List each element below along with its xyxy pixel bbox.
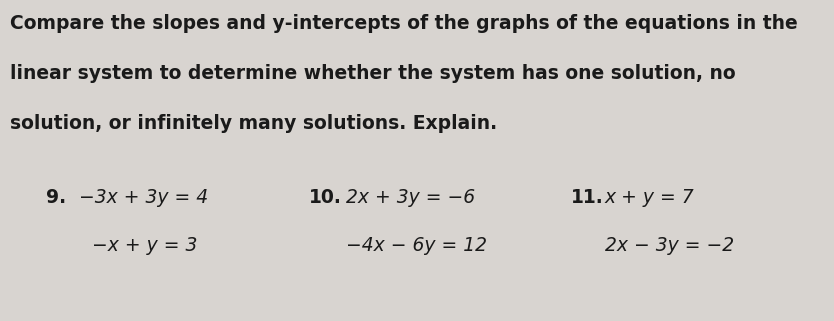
Text: −3x + 3y = 4: −3x + 3y = 4 — [79, 188, 208, 207]
Text: 2x + 3y = −6: 2x + 3y = −6 — [346, 188, 475, 207]
Text: 11.: 11. — [571, 188, 604, 207]
Text: 9.: 9. — [46, 188, 66, 207]
Text: −x + y = 3: −x + y = 3 — [92, 236, 197, 255]
Text: 10.: 10. — [309, 188, 341, 207]
Text: −4x − 6y = 12: −4x − 6y = 12 — [346, 236, 487, 255]
Text: x + y = 7: x + y = 7 — [605, 188, 694, 207]
Text: solution, or infinitely many solutions. Explain.: solution, or infinitely many solutions. … — [10, 114, 497, 133]
Text: Compare the slopes and y-intercepts of the graphs of the equations in the: Compare the slopes and y-intercepts of t… — [10, 14, 798, 33]
Text: 2x − 3y = −2: 2x − 3y = −2 — [605, 236, 734, 255]
Text: linear system to determine whether the system has one solution, no: linear system to determine whether the s… — [10, 64, 736, 83]
